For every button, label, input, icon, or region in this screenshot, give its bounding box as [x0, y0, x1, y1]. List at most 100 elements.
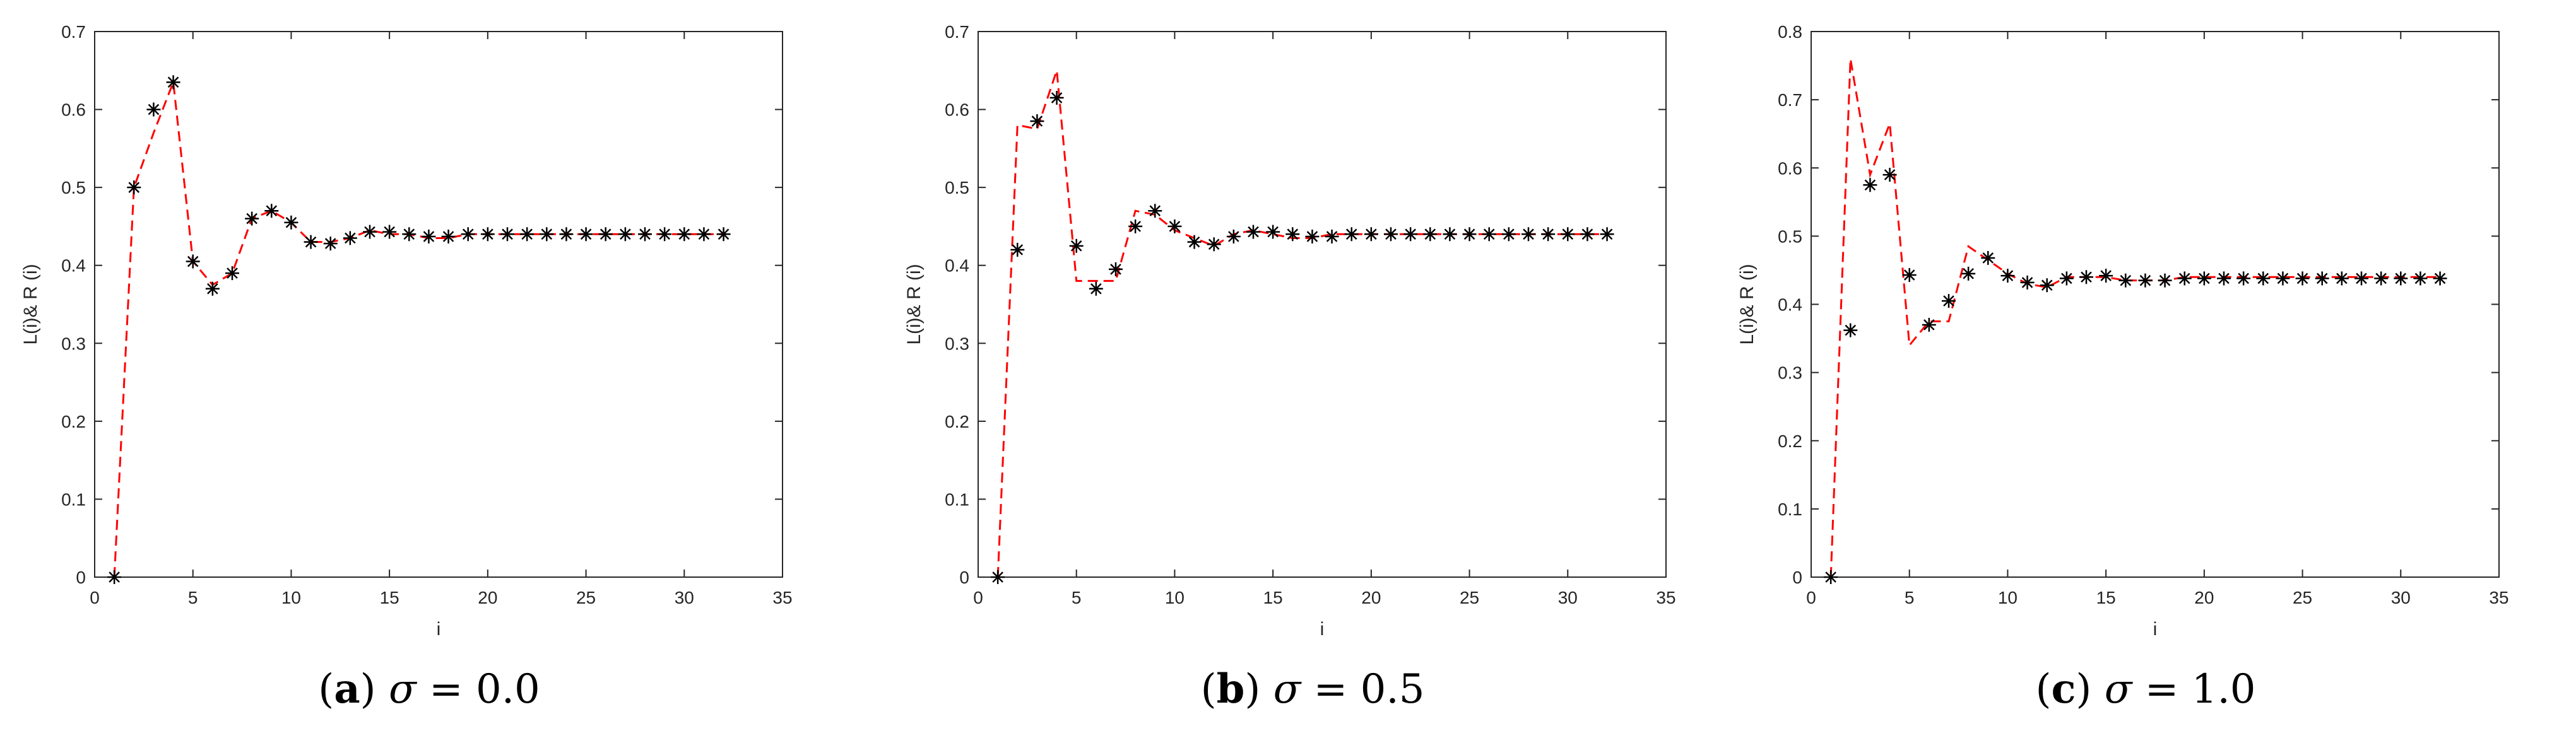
data-point-b [1600, 227, 1614, 242]
y-tick-label-a: 0.5 [61, 178, 86, 197]
data-point-b [1285, 227, 1300, 242]
y-tick-label-c: 0.6 [1778, 158, 1802, 178]
data-point-c [2433, 271, 2447, 286]
data-point-c [2394, 271, 2408, 286]
data-point-a [461, 227, 475, 242]
plot-frame-a [94, 31, 783, 578]
x-tick-label-a: 10 [281, 588, 301, 607]
x-tick-label-c: 20 [2194, 588, 2214, 607]
y-tick-label-b: 0 [959, 568, 969, 587]
data-point-a [658, 227, 672, 242]
data-point-b [1246, 225, 1260, 239]
data-point-a [166, 75, 180, 90]
data-point-a [500, 227, 514, 242]
data-point-b [1187, 235, 1202, 249]
x-axis-label-c: i [2153, 619, 2158, 640]
y-tick-label-c: 0.1 [1778, 500, 1802, 519]
data-point-a [618, 227, 632, 242]
data-point-c [1902, 268, 1917, 283]
data-point-b [1266, 225, 1280, 239]
data-point-a [284, 215, 298, 230]
caption-a-tag: a [334, 665, 360, 713]
plot-frame-b [978, 31, 1667, 578]
data-point-a [107, 570, 122, 584]
data-point-b [1384, 227, 1398, 242]
data-point-b [1305, 229, 1320, 243]
y-tick-label-a: 0.1 [61, 489, 86, 509]
y-tick-label-a: 0 [76, 568, 86, 587]
chart-c-svg: 0 5 10 15 20 25 30 35 0 0.1 0.2 0.3 0.4 0.5 0.6 0.7 0.8 i… [1737, 22, 2509, 640]
caption-b-value: 0.5 [1360, 666, 1425, 713]
data-point-a [638, 227, 652, 242]
y-tick-label-c: 0 [1792, 568, 1802, 587]
caption-c: (c) σ = 1.0 [2035, 665, 2256, 713]
data-point-b [991, 570, 1005, 584]
data-point-a [323, 237, 338, 251]
x-tick-label-c: 15 [2096, 588, 2116, 607]
x-tick-label-b: 10 [1165, 588, 1185, 607]
data-point-a [205, 281, 220, 296]
y-axis-label-b: L(i)& R (i) [904, 264, 925, 344]
caption-c-eq: = [2144, 666, 2179, 713]
data-point-c [2374, 271, 2389, 286]
data-point-c [2334, 271, 2349, 286]
y-tick-label-b: 0.6 [945, 100, 969, 120]
x-tick-label-a: 25 [576, 588, 596, 607]
data-point-a [225, 266, 239, 281]
data-point-b [1541, 227, 1556, 242]
data-point-b [1148, 204, 1162, 218]
caption-b: (b) σ = 0.5 [1200, 665, 1425, 713]
y-tick-label-b: 0.5 [945, 178, 969, 197]
chart-panel-b: 0 5 10 15 20 25 30 35 0 0.1 0.2 0.3 0.4 0.5 0.6 0.7 i L(i… [883, 0, 1742, 743]
data-point-c [1922, 317, 1936, 332]
data-point-c [2276, 271, 2290, 286]
y-tick-label-c: 0.7 [1778, 90, 1802, 110]
caption-a-eq: = [429, 666, 463, 713]
x-tick-label-b: 25 [1460, 588, 1479, 607]
series-line-a [113, 81, 724, 578]
data-point-a [441, 229, 456, 243]
data-point-b [1403, 227, 1418, 242]
data-point-b [1030, 114, 1044, 129]
data-point-a [559, 227, 574, 242]
data-point-a [677, 227, 692, 242]
data-point-a [304, 235, 318, 249]
y-tick-label-a: 0.6 [61, 100, 86, 120]
data-point-b [1128, 219, 1143, 233]
data-point-c [2354, 271, 2368, 286]
data-point-c [1863, 178, 1877, 192]
data-point-a [520, 227, 535, 242]
y-tick-label-c: 0.2 [1778, 431, 1802, 451]
data-point-a [343, 231, 357, 245]
x-tick-label-a: 35 [772, 588, 792, 607]
data-point-b [1521, 227, 1535, 242]
plot-frame-c [1811, 31, 2500, 578]
data-point-b [1482, 227, 1496, 242]
caption-b-tag: b [1216, 665, 1245, 713]
caption-b-symbol: σ [1273, 666, 1301, 713]
chart-a-svg: 0 5 10 15 20 25 30 35 0 0.1 0.2 0.3 0.4 0.5 0.6 0.7 i L(i… [20, 22, 793, 640]
data-point-b [1069, 238, 1084, 253]
x-tick-label-b: 15 [1263, 588, 1283, 607]
x-tick-label-c: 30 [2391, 588, 2411, 607]
x-axis-label-b: i [1320, 619, 1325, 640]
data-point-b [1167, 219, 1182, 233]
y-tick-label-a: 0.7 [61, 22, 86, 42]
data-point-c [1981, 250, 1995, 265]
data-point-c [2295, 271, 2310, 286]
y-tick-label-b: 0.2 [945, 412, 969, 431]
data-point-a [245, 211, 259, 226]
x-tick-label-a: 30 [675, 588, 694, 607]
y-tick-label-b: 0.4 [945, 256, 969, 276]
caption-a-symbol: σ [388, 666, 417, 713]
y-tick-label-c: 0.4 [1778, 295, 1802, 315]
data-point-a [146, 102, 161, 117]
x-tick-label-b: 30 [1558, 588, 1578, 607]
caption-c-value: 1.0 [2191, 666, 2256, 713]
x-tick-label-c: 35 [2489, 588, 2508, 607]
data-point-c [2256, 271, 2271, 286]
x-tick-label-a: 15 [380, 588, 399, 607]
data-point-b [1109, 262, 1123, 276]
chart-panel-a: 0 5 10 15 20 25 30 35 0 0.1 0.2 0.3 0.4 0.5 0.6 0.7 i L(i… [0, 0, 858, 743]
data-point-a [598, 227, 613, 242]
